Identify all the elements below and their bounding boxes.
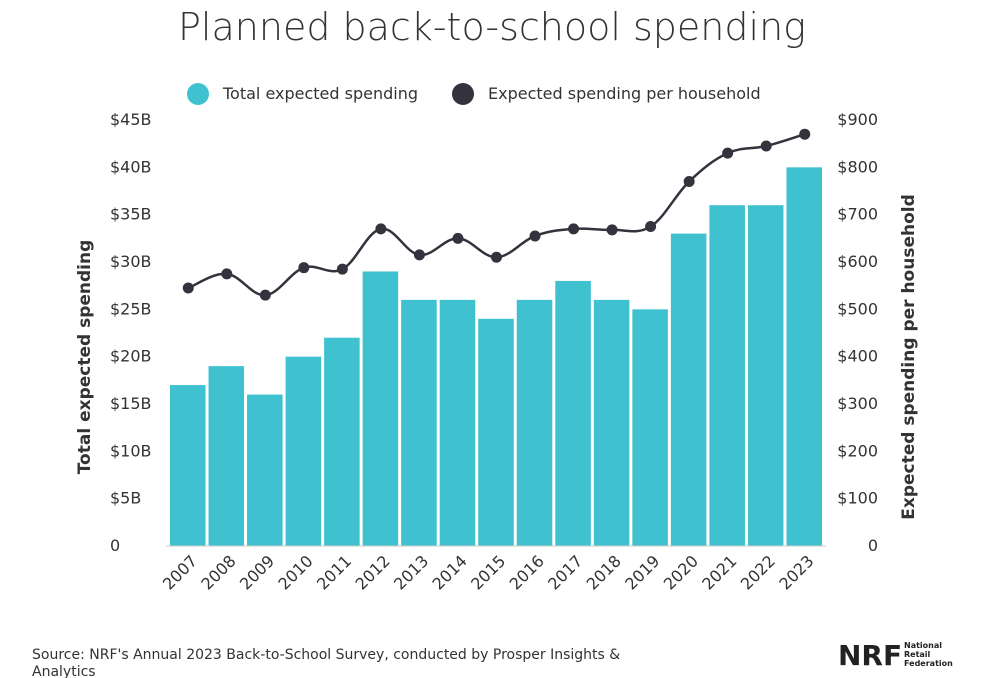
x-tick-label: 2016 (506, 551, 548, 593)
bar (478, 318, 514, 546)
bar (170, 385, 206, 546)
x-tick-label: 2013 (390, 551, 432, 593)
household-point (375, 223, 387, 235)
household-point (722, 147, 734, 159)
right-axis-title: Expected spending per household (899, 194, 919, 520)
household-point (568, 223, 580, 235)
bar (247, 394, 283, 546)
line-series (182, 128, 811, 301)
household-point (799, 128, 811, 140)
right-tick-label: $200 (837, 441, 878, 460)
nrf-logo-mark: NRF (838, 639, 902, 672)
right-tick-label: $100 (837, 489, 878, 508)
household-point (336, 263, 348, 275)
left-tick-label: $5B (110, 489, 141, 508)
bar (632, 309, 668, 546)
right-tick-label: $400 (837, 347, 878, 366)
x-tick-label: 2009 (236, 551, 278, 593)
left-tick-label: 0 (110, 536, 120, 555)
x-tick-label: 2020 (660, 551, 702, 593)
right-tick-label: $700 (837, 205, 878, 224)
household-point (683, 176, 695, 188)
x-tick-label: 2021 (698, 551, 740, 593)
x-tick-label: 2019 (621, 551, 663, 593)
bar (786, 167, 822, 547)
household-point (606, 224, 618, 236)
right-tick-label: $900 (837, 110, 878, 129)
left-tick-label: $10B (110, 441, 152, 460)
x-tick-label: 2015 (467, 551, 509, 593)
x-tick-label: 2022 (737, 551, 779, 593)
right-tick-label: $800 (837, 157, 878, 176)
legend: Total expected spending Expected spendin… (187, 83, 761, 105)
bar (401, 299, 437, 546)
source-note: Source: NRF's Annual 2023 Back-to-School… (32, 647, 620, 663)
household-point (259, 289, 271, 301)
x-tick-label: 2011 (313, 551, 355, 593)
left-tick-label: $15B (110, 394, 152, 413)
bar (439, 299, 476, 546)
household-point (529, 230, 541, 242)
bar (285, 356, 322, 546)
legend-swatch-total (187, 83, 209, 105)
legend-label-household: Expected spending per household (488, 84, 761, 103)
right-tick-label: 0 (868, 536, 878, 555)
x-tick-label: 2017 (544, 551, 586, 593)
x-tick-label: 2008 (197, 551, 239, 593)
x-tick-label: 2023 (775, 551, 817, 593)
left-tick-label: $45B (110, 110, 152, 129)
legend-swatch-household (452, 83, 474, 105)
nrf-logo-line1: National (904, 641, 942, 650)
right-tick-label: $600 (837, 252, 878, 271)
x-tick-label: 2012 (352, 551, 394, 593)
x-tick-label: 2007 (159, 551, 201, 593)
household-point (452, 232, 464, 244)
bar (208, 366, 245, 546)
household-point (298, 262, 310, 274)
bar (362, 271, 399, 546)
left-axis-title: Total expected spending (75, 240, 95, 475)
household-point (182, 282, 194, 294)
nrf-logo-line2: Retail (904, 650, 931, 659)
right-tick-label: $300 (837, 394, 878, 413)
x-axis-ticks: 2007200820092010201120122013201420152016… (159, 551, 818, 593)
x-tick-label: 2014 (429, 551, 471, 593)
household-point (645, 221, 657, 232)
bar-series (170, 167, 822, 547)
legend-label-total: Total expected spending (222, 84, 418, 103)
chart-title: Planned back-to-school spending (178, 5, 806, 49)
left-tick-label: $35B (110, 205, 152, 224)
nrf-logo-line3: Federation (904, 659, 953, 668)
left-tick-label: $20B (110, 347, 152, 366)
household-point (221, 268, 233, 280)
left-tick-label: $40B (110, 157, 152, 176)
bar (709, 205, 745, 546)
bar (593, 299, 630, 546)
bar (747, 205, 784, 546)
source-note-cut: Analytics (32, 664, 96, 678)
bar (516, 299, 553, 546)
bar (555, 280, 591, 546)
nrf-logo: NRF National Retail Federation (838, 639, 953, 672)
right-tick-label: $500 (837, 299, 878, 318)
bar (324, 337, 360, 546)
left-axis-ticks: 0 $5B $10B $15B $20B $25B $30B $35B $40B $45B (110, 110, 152, 555)
bar (670, 233, 707, 546)
left-tick-label: $25B (110, 299, 152, 318)
household-point (760, 140, 772, 152)
household-point (413, 249, 425, 261)
x-tick-label: 2018 (583, 551, 625, 593)
x-tick-label: 2010 (274, 551, 316, 593)
household-point (491, 251, 502, 263)
left-tick-label: $30B (110, 252, 152, 271)
right-axis-ticks: 0 $100 $200 $300 $400 $500 $600 $700 $800 $900 (837, 110, 878, 555)
